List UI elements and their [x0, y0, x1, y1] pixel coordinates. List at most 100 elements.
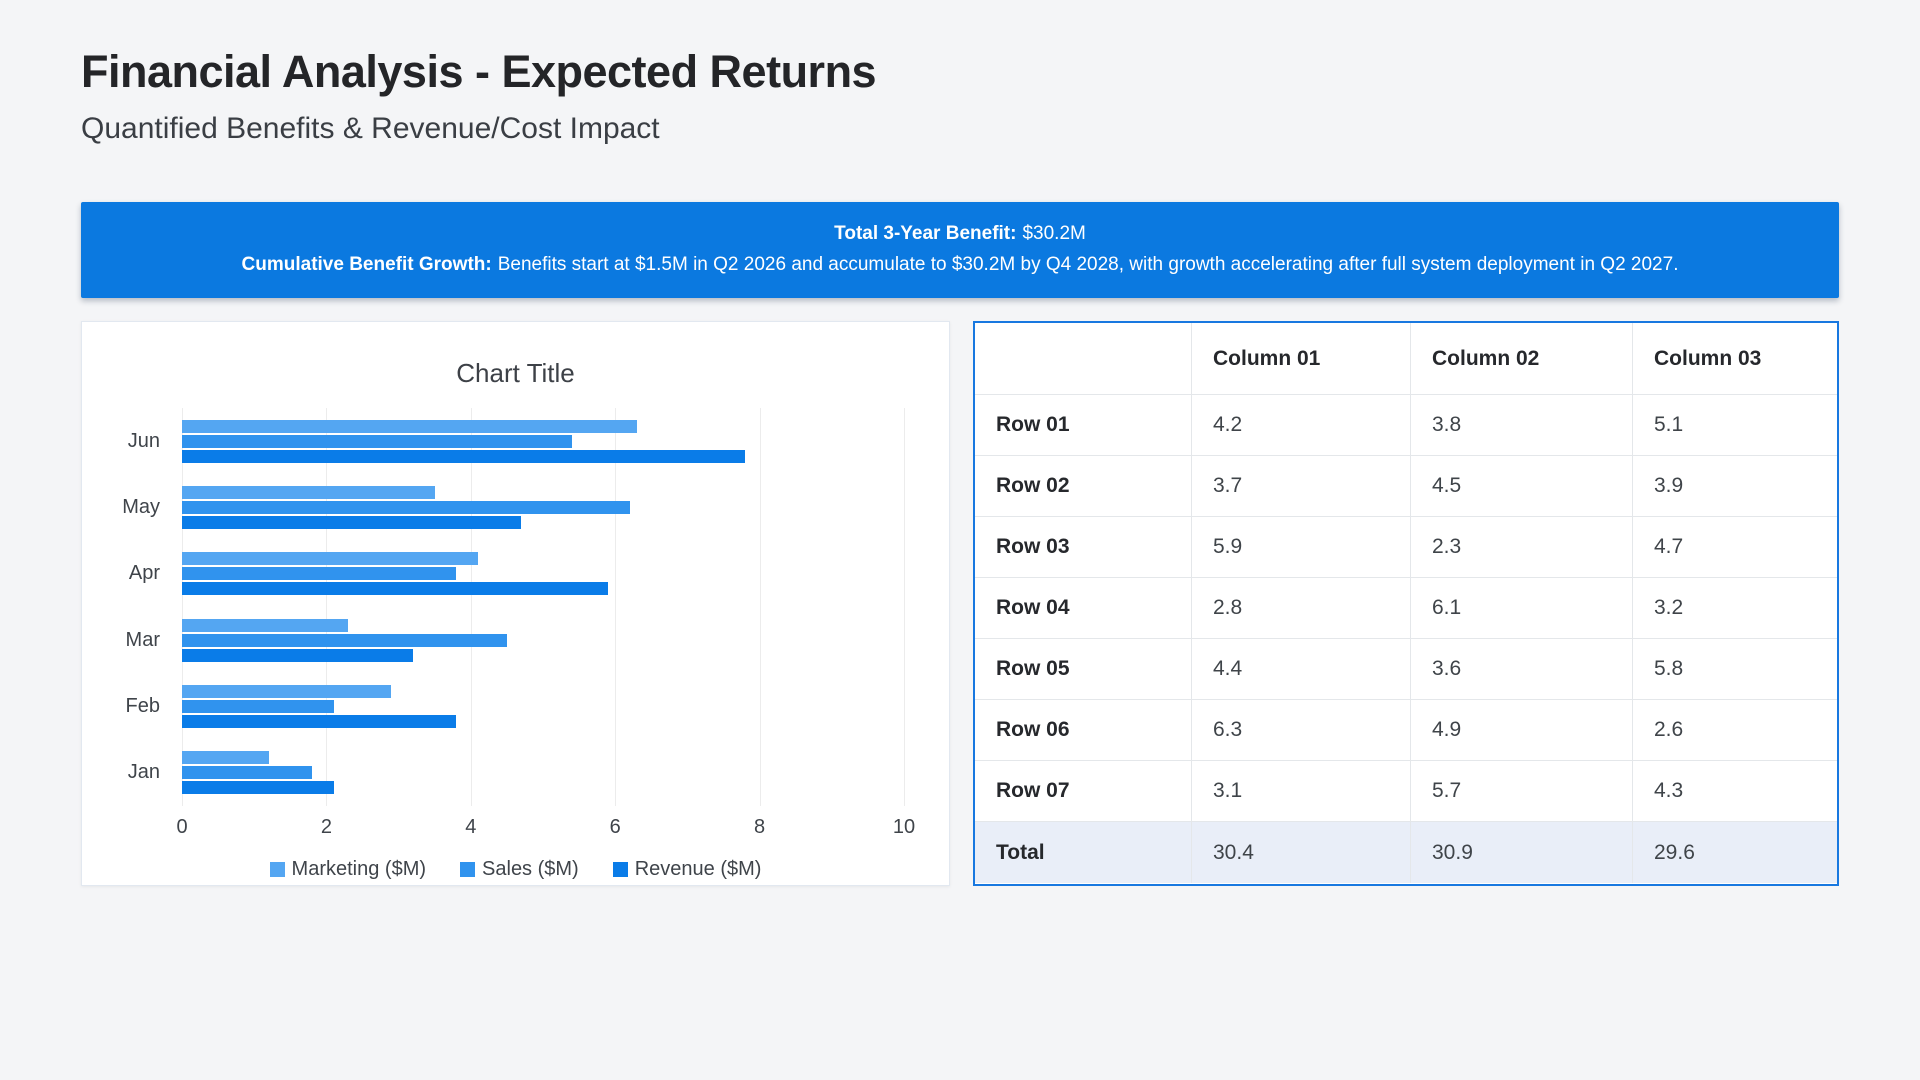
category-label: Mar — [125, 628, 160, 651]
bar-sales-jan — [182, 766, 312, 780]
benefit-summary-banner: Total 3-Year Benefit: $30.2M Cumulative B… — [81, 202, 1839, 298]
table-cell: 4.7 — [1632, 517, 1837, 578]
legend-swatch-icon — [460, 862, 476, 877]
data-table-card: Column 01 Column 02 Column 03 Row 01 4.2 3.8 5… — [973, 321, 1839, 886]
table-cell: 4.9 — [1410, 700, 1632, 761]
bar-marketing-jan — [182, 751, 269, 765]
bar-sales-feb — [182, 699, 334, 713]
table-header-cell — [975, 323, 1191, 395]
chart-plot-area — [182, 408, 905, 806]
bar-marketing-jun — [182, 419, 637, 433]
table-cell: 3.7 — [1191, 456, 1410, 517]
bar-sales-may — [182, 500, 630, 514]
bar-cluster-apr — [182, 541, 904, 607]
table-header-cell: Column 03 — [1632, 323, 1837, 395]
bar-revenue-jun — [182, 449, 746, 463]
x-tick-label: 10 — [892, 816, 916, 838]
banner-total-value: $30.2M — [1022, 223, 1086, 245]
category-label: Feb — [125, 694, 160, 717]
category-label: Apr — [128, 562, 160, 585]
bar-clusters — [182, 408, 904, 806]
bar-revenue-may — [182, 515, 522, 529]
table-row-label: Row 05 — [975, 639, 1191, 700]
banner-growth-label: Cumulative Benefit Growth: — [241, 254, 492, 275]
banner-line-total: Total 3-Year Benefit: $30.2M — [834, 223, 1086, 246]
bar-sales-jun — [182, 434, 572, 448]
legend-label: Marketing ($M) — [291, 858, 427, 880]
legend-item: Marketing ($M) — [269, 858, 427, 881]
bar-marketing-apr — [182, 552, 479, 566]
table-cell: 2.3 — [1410, 517, 1632, 578]
gridline — [326, 408, 328, 806]
slide-content: Financial Analysis - Expected Returns Qu… — [81, 0, 1839, 886]
gridline — [759, 408, 761, 806]
table-row-label: Row 03 — [975, 517, 1191, 578]
page-subtitle: Quantified Benefits & Revenue/Cost Impac… — [81, 112, 660, 145]
bar-revenue-jan — [182, 781, 334, 795]
bar-cluster-feb — [182, 673, 904, 739]
legend-swatch-icon — [612, 862, 628, 877]
table-cell: 6.1 — [1410, 578, 1632, 639]
legend-label: Revenue ($M) — [634, 858, 762, 880]
table-cell: 3.2 — [1632, 578, 1837, 639]
bar-cluster-may — [182, 474, 904, 540]
bar-marketing-may — [182, 485, 435, 499]
bar-sales-apr — [182, 567, 457, 581]
bar-sales-mar — [182, 633, 507, 647]
table-row-label: Row 01 — [975, 395, 1191, 456]
bar-revenue-mar — [182, 648, 414, 662]
chart-legend: Marketing ($M) Sales ($M) Revenue ($M) — [82, 858, 949, 881]
table-cell: 3.1 — [1191, 761, 1410, 822]
table-cell: 4.4 — [1191, 639, 1410, 700]
category-label: Jun — [127, 429, 160, 452]
category-label: Jan — [127, 761, 160, 784]
gridline — [904, 408, 905, 806]
x-tick-label: 6 — [609, 816, 621, 838]
legend-item: Revenue ($M) — [612, 858, 762, 881]
gridline — [615, 408, 617, 806]
category-label: May — [122, 495, 160, 518]
table-header-cell: Column 02 — [1410, 323, 1632, 395]
table-cell: 5.9 — [1191, 517, 1410, 578]
banner-line-growth: Cumulative Benefit Growth: Benefits start… — [242, 254, 1679, 277]
bar-chart-card: Chart Title Jun May Apr Mar Feb Jan 0 2 4 6 8 10 M… — [81, 321, 950, 886]
legend-item: Sales ($M) — [460, 858, 579, 881]
table-total-cell: 29.6 — [1632, 822, 1837, 883]
bar-revenue-feb — [182, 714, 457, 728]
bar-cluster-jun — [182, 408, 904, 474]
bar-marketing-mar — [182, 618, 349, 632]
x-tick-label: 4 — [465, 816, 477, 838]
data-table: Column 01 Column 02 Column 03 Row 01 4.2 3.8 5… — [975, 323, 1837, 883]
table-cell: 3.8 — [1410, 395, 1632, 456]
table-total-cell: 30.9 — [1410, 822, 1632, 883]
banner-total-label: Total 3-Year Benefit: — [834, 223, 1017, 245]
legend-label: Sales ($M) — [482, 858, 579, 880]
table-cell: 6.3 — [1191, 700, 1410, 761]
table-cell: 3.9 — [1632, 456, 1837, 517]
gridline — [182, 408, 183, 806]
bar-marketing-feb — [182, 684, 392, 698]
bar-cluster-mar — [182, 607, 904, 673]
page-title: Financial Analysis - Expected Returns — [81, 46, 877, 97]
table-cell: 4.3 — [1632, 761, 1837, 822]
table-row-label: Row 06 — [975, 700, 1191, 761]
table-cell: 2.8 — [1191, 578, 1410, 639]
table-row-label: Row 04 — [975, 578, 1191, 639]
table-total-cell: 30.4 — [1191, 822, 1410, 883]
gridline — [470, 408, 472, 806]
table-row-label: Row 02 — [975, 456, 1191, 517]
table-cell: 5.8 — [1632, 639, 1837, 700]
chart-category-labels: Jun May Apr Mar Feb Jan — [82, 408, 182, 806]
x-tick-label: 8 — [754, 816, 766, 838]
cards-row: Chart Title Jun May Apr Mar Feb Jan 0 2 4 6 8 10 M… — [81, 321, 1839, 886]
table-row-label: Row 07 — [975, 761, 1191, 822]
x-tick-label: 2 — [320, 816, 332, 838]
legend-swatch-icon — [269, 862, 285, 877]
table-cell: 5.1 — [1632, 395, 1837, 456]
table-header-cell: Column 01 — [1191, 323, 1410, 395]
chart-x-axis: 0 2 4 6 8 10 — [176, 816, 915, 842]
table-cell: 3.6 — [1410, 639, 1632, 700]
chart-plot: Jun May Apr Mar Feb Jan — [82, 408, 949, 806]
bar-cluster-jan — [182, 740, 904, 806]
table-cell: 5.7 — [1410, 761, 1632, 822]
